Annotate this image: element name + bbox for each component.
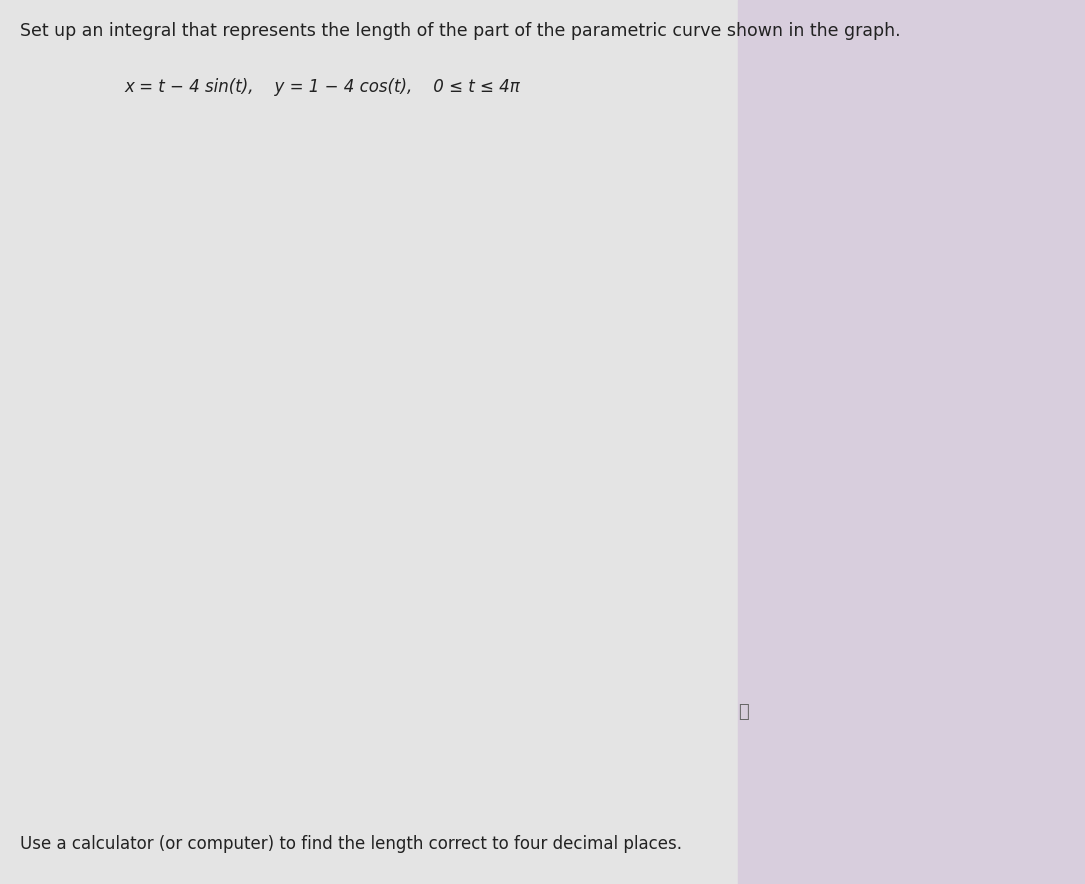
Text: ): )	[400, 766, 417, 808]
Text: 4π: 4π	[93, 740, 115, 758]
Text: 0: 0	[376, 532, 386, 551]
Bar	[203, 765, 399, 809]
Text: ⓘ: ⓘ	[738, 703, 749, 720]
Text: dt: dt	[435, 780, 454, 797]
Text: Use a calculator (or computer) to find the length correct to four decimal places: Use a calculator (or computer) to find t…	[20, 835, 681, 853]
Text: 2π: 2π	[494, 532, 514, 551]
Text: 4π: 4π	[624, 532, 644, 551]
Text: ✓: ✓	[153, 755, 173, 780]
Text: y: y	[381, 211, 392, 230]
Text: x: x	[710, 484, 720, 502]
Text: $\int$: $\int$	[20, 743, 63, 834]
Text: (: (	[178, 766, 195, 808]
Text: x = t − 4 sin(t),    y = 1 − 4 cos(t),    0 ≤ t ≤ 4π: x = t − 4 sin(t), y = 1 − 4 cos(t), 0 ≤ …	[125, 78, 521, 95]
Text: Set up an integral that represents the length of the part of the parametric curv: Set up an integral that represents the l…	[20, 22, 901, 40]
Text: 0: 0	[50, 805, 60, 820]
Bar	[58, 735, 150, 762]
Text: −3: −3	[336, 623, 360, 642]
Text: 5: 5	[350, 296, 360, 315]
